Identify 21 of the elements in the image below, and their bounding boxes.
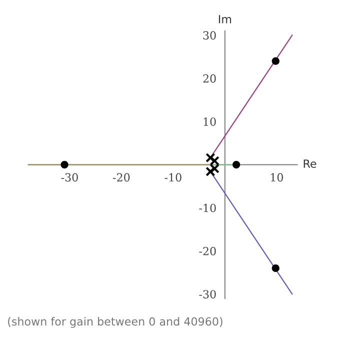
point	[60, 160, 68, 168]
point	[232, 160, 240, 168]
y-tick-label: 20	[203, 74, 216, 83]
x-tick-label: -10	[164, 173, 182, 182]
point	[210, 156, 220, 166]
y-tick-label: -30	[199, 290, 216, 298]
point	[206, 152, 216, 163]
point	[272, 264, 280, 272]
x-tick-label: -30	[61, 173, 78, 182]
point	[210, 164, 220, 174]
y-tick-label: -10	[199, 204, 216, 212]
x-tick-label: 10	[270, 173, 283, 182]
x-axis-title: Re	[304, 160, 316, 168]
x-tick-label: -20	[112, 173, 130, 182]
y-axis-title: Im	[218, 15, 232, 24]
text: (shown for gain between 0 and 40960)	[8, 317, 222, 328]
y-tick-label: -20	[199, 246, 216, 256]
point	[206, 166, 216, 176]
y-tick-label: 30	[203, 31, 216, 40]
point	[272, 57, 280, 65]
y-tick-label: 10	[204, 117, 216, 126]
